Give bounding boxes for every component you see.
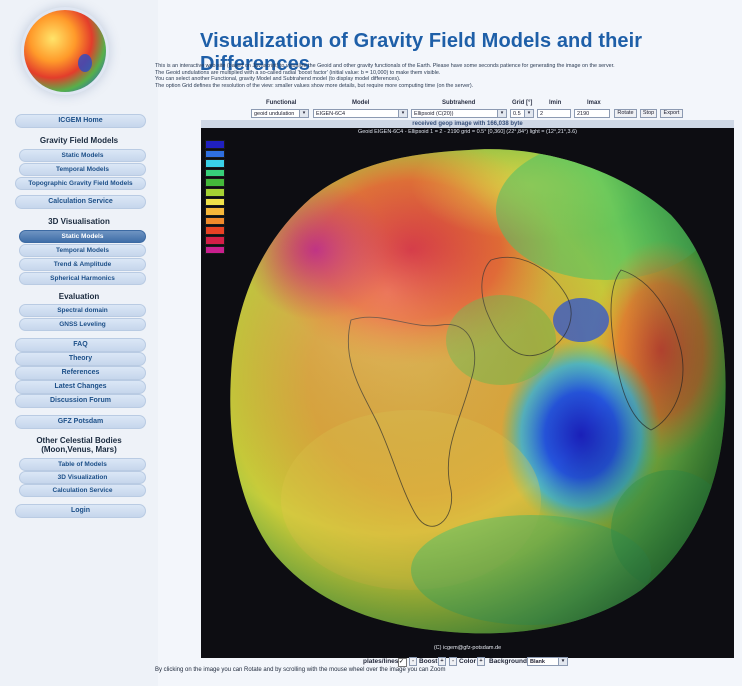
label-lmin: lmin (549, 100, 562, 106)
legend-swatch (205, 216, 225, 226)
boost-plus-button[interactable]: + (438, 657, 446, 666)
control-bar: geoid undulation ▾ EIGEN-6C4 ▾ Ellipsoid… (0, 109, 742, 121)
nav-heading-gravity: Gravity Field Models (39, 136, 119, 145)
legend-swatch (205, 187, 225, 197)
legend-swatch (205, 159, 225, 168)
nav-eval-gnss[interactable]: GNSS Leveling (19, 318, 146, 331)
lmin-input[interactable]: 2 (537, 109, 571, 118)
subtrahend-select[interactable]: Ellipsoid (C(20)) ▾ (411, 109, 507, 118)
grid-select[interactable]: 0.5 ▾ (510, 109, 534, 118)
rotate-button[interactable]: Rotate (614, 109, 637, 118)
label-subtrahend: Subtrahend (442, 100, 476, 106)
nav-references[interactable]: References (15, 366, 146, 380)
legend-swatch (205, 168, 225, 178)
geoid-globe-image[interactable] (201, 120, 734, 658)
viewer-info: Geoid EIGEN-6C4 - Ellipsoid 1 = 2 - 2190… (357, 129, 578, 135)
legend-swatch (205, 149, 225, 159)
nav-gravity-topographic[interactable]: Topographic Gravity Field Models (15, 177, 146, 190)
nav-gravity-static[interactable]: Static Models (19, 149, 146, 162)
label-lmax: lmax (587, 100, 601, 106)
intro-line: The Geoid undulations are multiplied wit… (155, 69, 441, 76)
sidebar: ICGEM Home Gravity Field Models Static M… (0, 0, 158, 686)
plates-lines-checkbox[interactable] (398, 658, 407, 667)
functional-select[interactable]: geoid undulation ▾ (251, 109, 309, 118)
functional-select-value: geoid undulation (254, 111, 295, 117)
nav-vis-trend-amplitude[interactable]: Trend & Amplitude (19, 258, 146, 271)
model-select-value: EIGEN-6C4 (316, 111, 346, 117)
icgem-logo-globe[interactable] (24, 10, 106, 92)
nav-heading-celestial: Other Celestial Bodies (36, 436, 122, 445)
legend-swatch (205, 178, 225, 187)
nav-theory[interactable]: Theory (15, 352, 146, 366)
chevron-down-icon: ▾ (299, 110, 308, 117)
chevron-down-icon: ▾ (558, 658, 567, 665)
stop-button[interactable]: Stop (640, 109, 657, 118)
legend-swatch (205, 140, 225, 149)
nav-gravity-temporal[interactable]: Temporal Models (19, 163, 146, 176)
legend-swatch (205, 197, 225, 207)
viewer-status: received geop image with 166,038 byte (201, 120, 734, 128)
view-options-bar: plates/lines - Boost + - Color + Backgro… (0, 657, 742, 667)
control-labels: Functional Model Subtrahend Grid [°] lmi… (0, 100, 742, 108)
subtrahend-select-value: Ellipsoid (C(20)) (414, 111, 454, 117)
chevron-down-icon: ▾ (524, 110, 533, 117)
legend-swatch (205, 245, 225, 255)
usage-hint: By clicking on the image you can Rotate … (155, 667, 446, 673)
boost-label: Boost (419, 658, 438, 665)
nav-eval-spectral[interactable]: Spectral domain (19, 304, 146, 317)
nav-celestial-calc[interactable]: Calculation Service (19, 484, 146, 497)
geoid-viewer[interactable]: received geop image with 166,038 byte (201, 120, 734, 658)
nav-faq[interactable]: FAQ (15, 338, 146, 352)
intro-line: You can select another Functional, gravi… (155, 76, 401, 83)
lmax-input[interactable]: 2190 (574, 109, 610, 118)
background-select[interactable]: Blank ▾ (527, 657, 568, 666)
label-grid: Grid [°] (512, 100, 533, 106)
nav-vis-spherical-harmonics[interactable]: Spherical Harmonics (19, 272, 146, 285)
chevron-down-icon: ▾ (497, 110, 506, 117)
nav-celestial-3d[interactable]: 3D Visualization (19, 471, 146, 484)
nav-icgem-home[interactable]: ICGEM Home (15, 114, 146, 128)
model-select[interactable]: EIGEN-6C4 ▾ (313, 109, 408, 118)
nav-heading-celestial-sub: (Moon,Venus, Mars) (41, 445, 117, 454)
nav-vis-static-active[interactable]: Static Models (19, 230, 146, 243)
legend-swatch (205, 226, 225, 235)
nav-vis-temporal[interactable]: Temporal Models (19, 244, 146, 257)
nav-gfz-potsdam[interactable]: GFZ Potsdam (15, 415, 146, 429)
nav-discussion-forum[interactable]: Discussion Forum (15, 394, 146, 408)
intro-line: The option Grid defines the resolution o… (155, 82, 474, 89)
legend-swatch (205, 235, 225, 245)
chevron-down-icon: ▾ (398, 110, 407, 117)
intro-text: This is an interactive web site (based o… (155, 63, 730, 89)
legend-swatch (205, 207, 225, 216)
viewer-copyright: (C) icgem@gfz-potsdam.de (433, 645, 502, 651)
page-title: Visualization of Gravity Field Models an… (200, 30, 643, 75)
geoid-surface (230, 149, 726, 634)
color-label: Color (459, 658, 476, 665)
intro-line: This is an interactive web site (based o… (155, 63, 615, 69)
grid-select-value: 0.5 (513, 111, 521, 117)
color-legend (205, 140, 225, 255)
label-model: Model (352, 100, 370, 106)
color-plus-button[interactable]: + (477, 657, 485, 666)
background-label: Background (489, 658, 527, 665)
background-select-value: Blank (530, 659, 545, 665)
boost-minus-button[interactable]: - (409, 657, 417, 666)
nav-login[interactable]: Login (15, 504, 146, 518)
export-button[interactable]: Export (660, 109, 683, 118)
color-minus-button[interactable]: - (449, 657, 457, 666)
nav-heading-evaluation: Evaluation (58, 292, 100, 301)
nav-heading-visualisation: 3D Visualisation (48, 217, 110, 226)
nav-celestial-table[interactable]: Table of Models (19, 458, 146, 471)
nav-calculation-service[interactable]: Calculation Service (15, 195, 146, 209)
nav-latest-changes[interactable]: Latest Changes (15, 380, 146, 394)
plates-lines-label: plates/lines (363, 658, 399, 665)
label-functional: Functional (266, 100, 297, 106)
